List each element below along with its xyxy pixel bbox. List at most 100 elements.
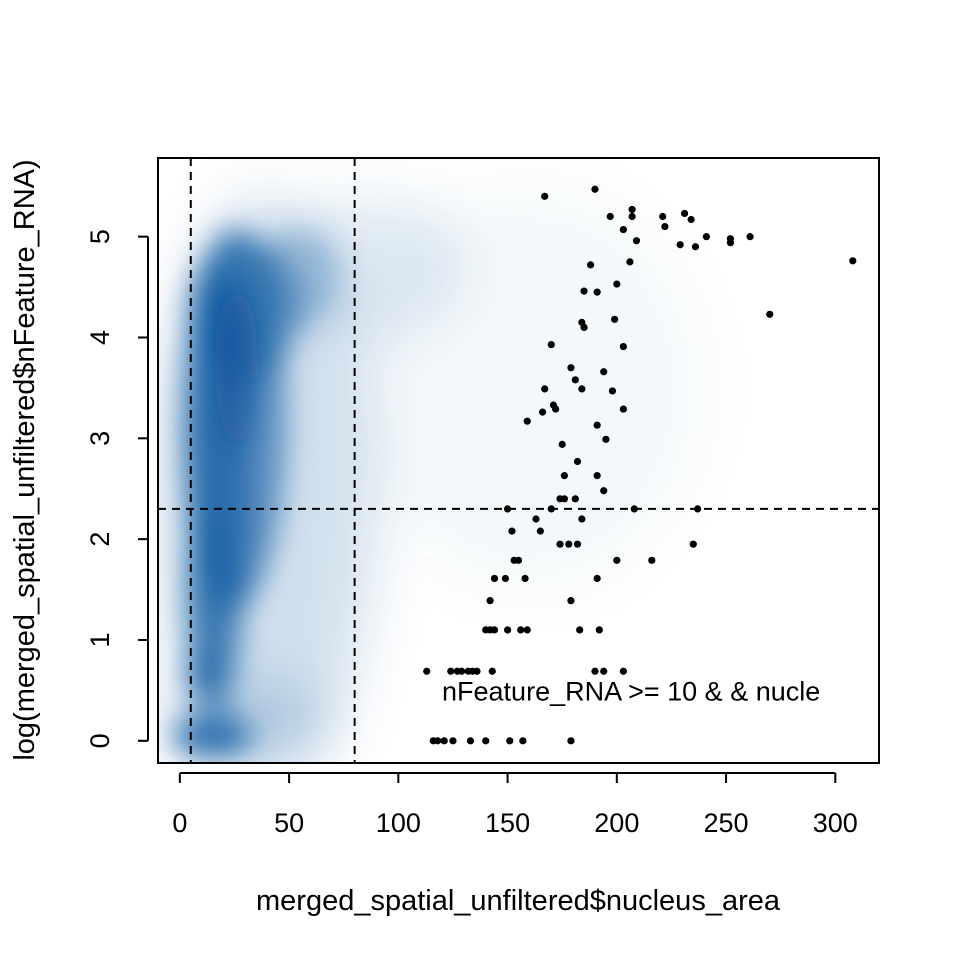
data-point bbox=[600, 368, 608, 376]
data-point bbox=[523, 417, 531, 425]
data-point bbox=[501, 574, 509, 583]
data-point bbox=[571, 376, 579, 384]
reference-lines bbox=[158, 158, 879, 763]
filter-annotation: nFeature_RNA >= 10 & & nucle bbox=[442, 676, 820, 706]
data-point bbox=[547, 505, 555, 513]
y-tick-label: 2 bbox=[85, 532, 115, 547]
x-tick-label: 100 bbox=[376, 808, 421, 838]
x-tick-label: 300 bbox=[813, 808, 858, 838]
data-point bbox=[541, 385, 549, 393]
data-point bbox=[630, 505, 638, 513]
data-point bbox=[613, 556, 621, 564]
data-point bbox=[591, 185, 599, 193]
density-blob bbox=[214, 287, 259, 449]
data-point bbox=[626, 258, 634, 266]
data-point bbox=[560, 472, 568, 480]
data-point bbox=[490, 574, 499, 583]
density-blob bbox=[184, 653, 220, 698]
data-point bbox=[434, 737, 442, 745]
x-axis: 0 50 100 150 200 250 300 bbox=[172, 772, 858, 838]
data-point bbox=[560, 495, 568, 503]
data-point bbox=[606, 212, 614, 221]
data-point bbox=[473, 667, 481, 675]
data-point bbox=[486, 597, 494, 605]
y-tick-label: 5 bbox=[85, 229, 115, 244]
data-point bbox=[593, 472, 601, 480]
data-point bbox=[576, 626, 584, 634]
x-tick-label: 150 bbox=[485, 808, 530, 838]
data-point bbox=[571, 495, 579, 503]
data-point bbox=[593, 574, 601, 583]
data-point bbox=[567, 597, 575, 605]
data-point bbox=[573, 540, 582, 548]
data-point bbox=[567, 364, 575, 372]
data-point bbox=[595, 626, 603, 634]
data-point bbox=[619, 225, 627, 234]
data-point bbox=[689, 540, 697, 548]
density-blob bbox=[354, 186, 705, 590]
data-point bbox=[702, 233, 710, 241]
data-point bbox=[580, 323, 588, 331]
data-point bbox=[490, 626, 499, 634]
data-point bbox=[488, 667, 496, 675]
density-core bbox=[173, 226, 340, 758]
data-point bbox=[503, 626, 512, 634]
data-point bbox=[423, 667, 431, 675]
data-point bbox=[538, 408, 547, 416]
data-point bbox=[580, 287, 588, 295]
data-point bbox=[552, 405, 560, 413]
data-point bbox=[458, 667, 466, 675]
data-point bbox=[661, 222, 669, 231]
data-point bbox=[591, 667, 599, 675]
data-point bbox=[440, 737, 448, 745]
density-blob bbox=[173, 713, 252, 758]
data-point bbox=[578, 385, 586, 393]
data-point bbox=[746, 233, 754, 241]
y-tick-label: 3 bbox=[85, 431, 115, 446]
data-point bbox=[541, 192, 549, 200]
plot-frame bbox=[157, 157, 880, 764]
data-point bbox=[506, 737, 514, 745]
data-point bbox=[600, 487, 608, 495]
x-tick-label: 0 bbox=[172, 808, 187, 838]
data-point bbox=[508, 527, 516, 535]
data-point bbox=[523, 626, 531, 634]
data-point bbox=[536, 527, 544, 535]
data-point bbox=[726, 239, 735, 247]
data-point bbox=[691, 243, 700, 251]
data-point bbox=[578, 515, 586, 523]
data-point bbox=[587, 261, 595, 269]
y-axis: 0 1 2 3 4 5 bbox=[85, 229, 149, 748]
x-tick-label: 200 bbox=[594, 808, 639, 838]
data-point bbox=[608, 387, 617, 395]
data-point bbox=[602, 435, 610, 443]
y-tick-label: 1 bbox=[85, 632, 115, 647]
data-point bbox=[447, 667, 455, 675]
data-point bbox=[519, 737, 527, 745]
data-point bbox=[619, 342, 627, 351]
data-point bbox=[619, 667, 627, 675]
data-point bbox=[565, 540, 573, 548]
density-blob bbox=[260, 226, 340, 328]
data-point bbox=[849, 257, 857, 265]
data-point bbox=[766, 310, 774, 318]
data-point bbox=[449, 737, 457, 745]
data-point bbox=[532, 515, 540, 523]
data-point bbox=[503, 505, 512, 513]
data-point bbox=[659, 212, 667, 221]
x-tick-label: 50 bbox=[274, 808, 304, 838]
data-point bbox=[514, 556, 523, 564]
data-point bbox=[556, 540, 564, 548]
data-point bbox=[482, 737, 490, 745]
data-point bbox=[632, 237, 641, 245]
data-point bbox=[611, 315, 619, 323]
data-point bbox=[547, 340, 555, 349]
y-axis-title: log(merged_spatial_unfiltered$nFeature_R… bbox=[9, 159, 41, 760]
data-point bbox=[558, 440, 566, 448]
y-tick-label: 0 bbox=[85, 733, 115, 748]
data-point bbox=[593, 421, 601, 429]
data-point bbox=[573, 457, 582, 466]
data-point bbox=[648, 556, 656, 564]
data-point bbox=[517, 626, 525, 634]
